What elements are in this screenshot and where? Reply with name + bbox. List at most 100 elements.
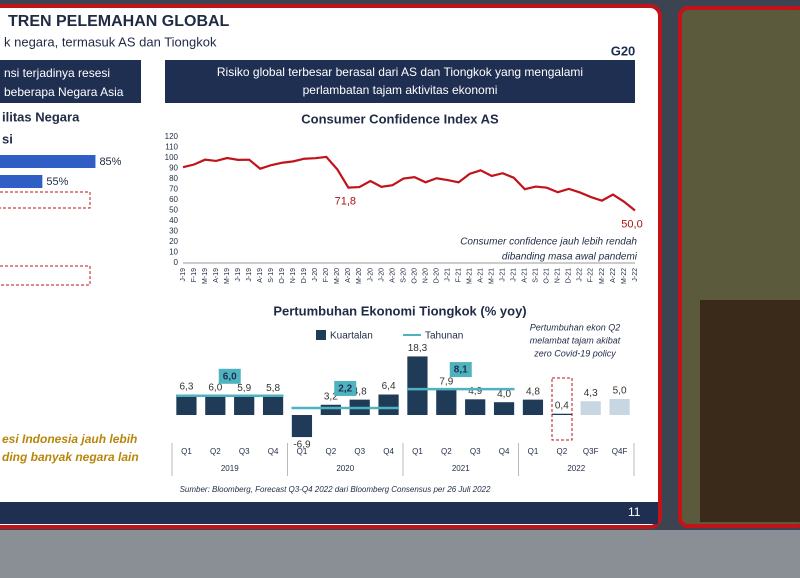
slide-footer-band [0,502,658,524]
bar [378,394,399,415]
x-tick-label: N-19 [290,268,297,283]
x-tick-label: J-19 [235,268,242,282]
y-tick-label: 10 [169,248,178,257]
x-tick-label: J-20 [312,268,319,282]
x-tick-label: M-19 [224,268,231,284]
banner-text: perlambatan tajam aktivitas ekonomi [303,83,498,97]
x-tick-label: A-21 [522,268,529,283]
chart-note: melambat tajam akibat [530,335,621,345]
bottom-strip [0,530,800,578]
legend-label: Kuartalan [330,331,373,342]
annual-label: 8,1 [454,365,468,376]
banner-text: Risiko global terbesar berasal dari AS d… [217,65,583,79]
group-label: 2020 [336,464,354,473]
slide-title: TREN PELEMAHAN GLOBAL [8,13,230,30]
x-tick-label: A-21 [478,268,485,283]
dashed-box [551,377,573,441]
slide-subtitle: k negara, termasuk AS dan Tiongkok [4,34,217,49]
y-tick-label: 80 [169,174,178,183]
bar [493,402,515,415]
group-label: 2021 [452,464,470,473]
x-tick-label: Q4 [383,447,394,456]
banner [165,60,635,103]
x-tick-label: Q4 [499,447,510,456]
y-tick-label: 20 [169,237,178,246]
data-label: 6,4 [382,381,396,392]
x-tick-label: F-22 [588,268,595,283]
y-tick-label: 120 [165,132,179,141]
x-tick-label: A-22 [610,268,617,283]
x-tick-label: D-20 [433,268,440,283]
x-tick-label: J-21 [511,268,518,282]
x-tick-label: Q3 [470,447,481,456]
x-tick-label: Q2 [556,447,567,456]
source: Sumber: Bloomberg, Forecast Q3-Q4 2022 d… [180,485,491,494]
x-tick-label: A-19 [213,268,220,283]
y-tick-label: 110 [165,143,178,152]
y-tick-label: 30 [169,227,178,236]
y-tick-label: 100 [165,153,179,162]
x-tick-label: Q2 [441,447,452,456]
chart-note: zero Covid-19 policy [533,348,616,358]
bar [551,413,572,415]
bar [522,399,544,415]
x-tick-label: Q3 [239,447,250,456]
x-tick-label: O-19 [279,268,286,284]
slide [0,4,662,529]
bar [407,356,428,415]
chart-note: Consumer confidence jauh lebih rendah [460,237,637,248]
bar [205,395,226,415]
x-tick-label: S-19 [268,268,275,283]
data-label: 4,8 [353,386,367,397]
left-heading: si [2,131,13,146]
x-tick-label: Q1 [181,447,192,456]
y-tick-label: 90 [169,164,178,173]
left-box-text: beberapa Negara Asia [4,85,124,99]
data-label: 4,0 [497,389,511,400]
x-tick-label: S-20 [400,268,407,283]
x-tick-label: F-20 [323,268,330,283]
x-tick-label: Q3 [354,447,365,456]
data-label: 3,2 [324,391,338,402]
annual-label: 6,0 [223,371,237,382]
bar [320,404,341,415]
x-tick-label: J-20 [378,268,385,282]
annual-box [334,380,357,396]
x-tick-label: N-20 [422,268,429,283]
data-label: 4,3 [584,388,598,399]
x-tick-label: F-19 [191,268,198,283]
x-tick-label: Q4F [612,447,628,456]
x-tick-label: M-22 [621,268,628,284]
left-heading: ilitas Negara [2,109,80,124]
left-footer: esi Indonesia jauh lebih [2,432,137,446]
x-tick-label: M-21 [489,268,496,284]
x-tick-label: D-19 [301,268,308,283]
x-tick-label: M-20 [356,268,363,284]
data-label: -6,9 [293,440,311,451]
x-tick-label: Q1 [297,447,308,456]
annual-box [218,368,241,384]
x-tick-label: J-22 [577,268,584,282]
x-tick-label: Q1 [528,447,539,456]
logo: G20 [611,43,636,58]
x-tick-label: A-20 [389,268,396,283]
person [700,300,800,522]
y-tick-label: 40 [169,216,178,225]
bar-label: 85% [99,156,121,168]
x-tick-label: Q2 [325,447,336,456]
bar [0,155,96,168]
x-tick-label: S-21 [533,268,540,283]
chart-note: dibanding masa awal pandemi [502,252,638,263]
x-tick-label: F-21 [455,268,462,283]
bar [234,396,255,415]
x-tick-label: A-19 [257,268,264,283]
x-tick-label: O-20 [411,268,418,284]
x-tick-label: Q1 [412,447,423,456]
data-label: 4,9 [468,386,482,397]
line [182,155,636,212]
data-label: 5,9 [237,383,251,394]
x-tick-label: M-22 [599,268,606,284]
bar-label: 55% [46,176,68,188]
